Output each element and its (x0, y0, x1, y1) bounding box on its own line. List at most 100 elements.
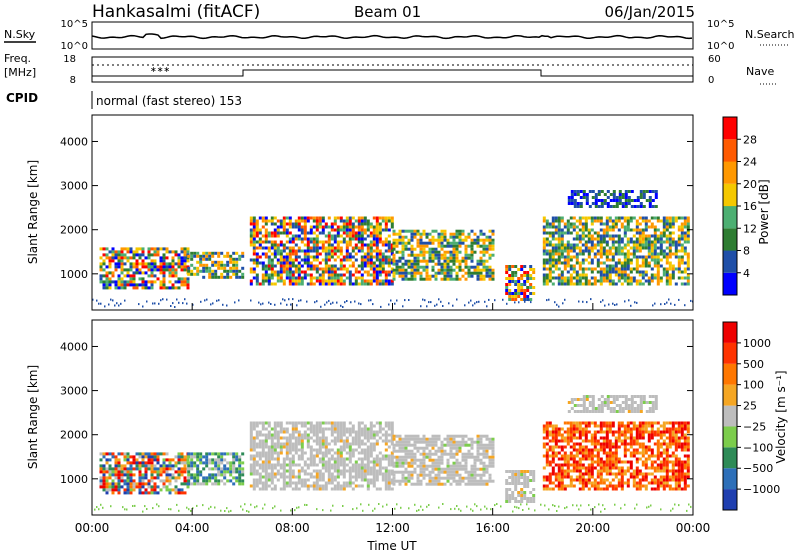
data-cell (153, 250, 157, 254)
data-cell (548, 448, 552, 452)
data-cell (186, 286, 190, 290)
data-cell (196, 476, 200, 480)
data-cell (407, 455, 411, 459)
data-cell (193, 251, 197, 255)
data-cell (599, 273, 603, 277)
data-cell (135, 268, 139, 272)
data-cell (360, 478, 364, 482)
data-cell (102, 455, 106, 459)
data-cell (520, 274, 524, 277)
data-cell (557, 439, 561, 443)
data-cell (205, 476, 209, 480)
data-cell (366, 219, 370, 223)
data-cell (279, 466, 283, 470)
data-cell (442, 305, 444, 307)
freq-tick-low: 8 (70, 75, 76, 86)
data-cell (422, 461, 426, 465)
data-cell (300, 258, 304, 262)
data-cell (578, 240, 582, 244)
data-cell (285, 255, 289, 259)
data-cell (342, 273, 346, 277)
data-cell (309, 261, 313, 265)
data-cell (575, 225, 579, 229)
data-cell (279, 475, 283, 479)
data-cell (177, 452, 181, 456)
data-cell (662, 216, 666, 220)
data-cell (491, 461, 495, 465)
data-cell (249, 427, 253, 431)
data-cell (548, 222, 552, 226)
data-cell (578, 457, 582, 461)
data-cell (434, 256, 438, 260)
data-cell (458, 440, 462, 444)
data-cell (425, 250, 429, 254)
data-cell (102, 280, 106, 284)
data-cell (404, 271, 408, 275)
data-cell (351, 424, 355, 428)
data-cell (581, 433, 585, 437)
data-cell (384, 225, 388, 229)
data-cell (342, 267, 346, 271)
data-cell (363, 282, 367, 286)
data-cell (132, 482, 136, 486)
data-cell (186, 247, 190, 251)
data-cell (434, 476, 438, 480)
data-cell (452, 470, 456, 474)
data-cell (330, 457, 334, 461)
data-cell (152, 302, 154, 305)
data-cell (372, 466, 376, 470)
data-cell (593, 439, 597, 443)
data-cell (620, 270, 624, 274)
data-cell (686, 237, 690, 241)
data-cell (141, 464, 145, 468)
data-cell (620, 442, 624, 446)
data-cell (514, 295, 518, 298)
data-cell (375, 216, 379, 220)
data-cell (587, 231, 591, 235)
data-cell (117, 262, 121, 266)
data-cell (294, 255, 298, 259)
data-cell (270, 454, 274, 458)
data-cell (514, 500, 518, 503)
data-cell (511, 265, 515, 268)
data-cell (270, 466, 274, 470)
data-cell (575, 442, 579, 446)
data-cell (617, 276, 621, 280)
data-cell (464, 476, 468, 480)
data-cell (413, 265, 417, 269)
data-cell (608, 457, 612, 461)
data-cell (235, 266, 239, 270)
data-cell (596, 258, 600, 262)
data-cell (384, 448, 388, 452)
data-cell (608, 282, 612, 286)
data-cell (261, 279, 265, 283)
data-cell (626, 276, 630, 280)
data-cell (174, 485, 178, 489)
data-cell (282, 216, 286, 220)
data-cell (315, 469, 319, 473)
data-cell (470, 443, 474, 447)
data-cell (542, 487, 546, 491)
data-cell (144, 482, 148, 486)
data-cell (312, 424, 316, 428)
data-cell (255, 484, 259, 488)
data-cell (315, 216, 319, 220)
data-cell (336, 475, 340, 479)
data-cell (261, 225, 265, 229)
data-cell (482, 265, 486, 269)
data-cell (264, 478, 268, 482)
data-cell (235, 452, 239, 456)
data-cell (626, 228, 630, 232)
data-cell (528, 299, 530, 302)
data-cell (545, 478, 549, 482)
data-cell (366, 252, 370, 256)
data-cell (249, 484, 253, 488)
data-cell (102, 464, 106, 468)
data-cell (464, 470, 468, 474)
data-cell (392, 238, 396, 242)
data-cell (144, 256, 148, 260)
data-cell (235, 275, 239, 279)
data-cell (482, 277, 486, 281)
data-cell (430, 301, 432, 304)
data-cell (425, 262, 429, 266)
